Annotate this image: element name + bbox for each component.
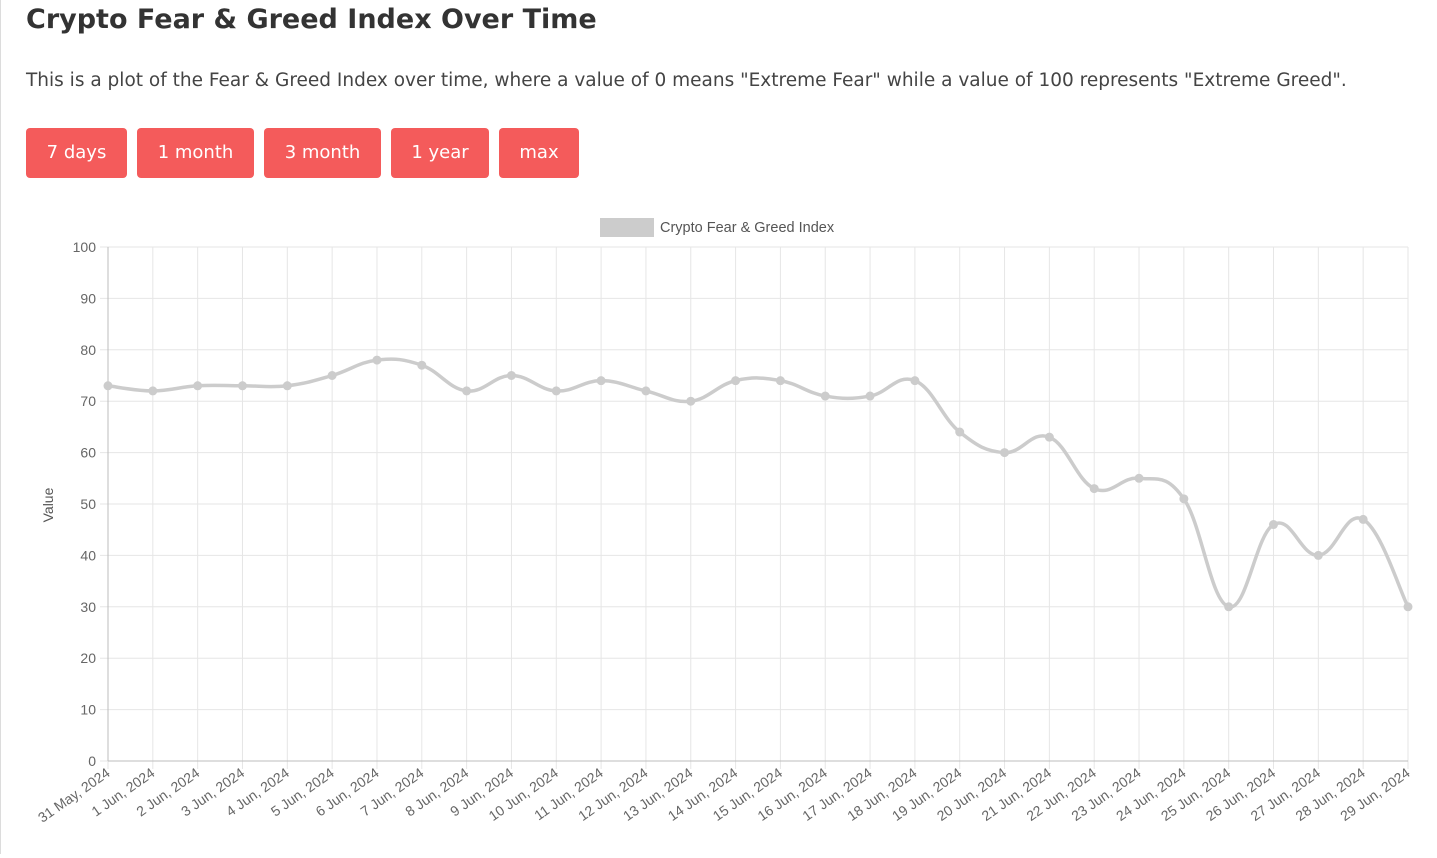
data-point[interactable] — [910, 376, 920, 386]
data-point[interactable] — [1089, 484, 1099, 494]
y-axis-title: Value — [40, 487, 56, 522]
chart-legend[interactable]: Crypto Fear & Greed Index — [600, 218, 835, 237]
range-max-button[interactable]: max — [499, 128, 579, 178]
data-point[interactable] — [955, 427, 965, 437]
page-left-border — [0, 0, 1, 854]
data-point[interactable] — [1358, 514, 1368, 524]
data-point[interactable] — [1403, 602, 1413, 612]
data-point[interactable] — [193, 381, 203, 391]
data-point[interactable] — [551, 386, 561, 396]
page-description: This is a plot of the Fear & Greed Index… — [26, 70, 1347, 91]
y-tick-label: 40 — [80, 547, 96, 563]
data-point[interactable] — [1134, 473, 1144, 483]
data-point[interactable] — [282, 381, 292, 391]
range-1-year-button[interactable]: 1 year — [391, 128, 489, 178]
data-point[interactable] — [1044, 432, 1054, 442]
y-tick-label: 70 — [80, 393, 96, 409]
legend-label[interactable]: Crypto Fear & Greed Index — [660, 220, 835, 236]
y-tick-label: 100 — [73, 239, 97, 255]
range-7-days-button[interactable]: 7 days — [26, 128, 127, 178]
legend-swatch[interactable] — [600, 218, 654, 237]
data-point[interactable] — [775, 376, 785, 386]
y-tick-label: 20 — [80, 650, 96, 666]
page-title: Crypto Fear & Greed Index Over Time — [26, 4, 597, 35]
chart-series — [103, 355, 1413, 612]
data-point[interactable] — [596, 376, 606, 386]
data-point[interactable] — [148, 386, 158, 396]
data-point[interactable] — [237, 381, 247, 391]
data-point[interactable] — [1224, 602, 1234, 612]
data-point[interactable] — [417, 360, 427, 370]
chart-container: 0 10 20 30 40 50 60 70 80 90 100 31 May, 2024 1 Jun,… — [0, 205, 1437, 854]
range-1-month-button[interactable]: 1 month — [137, 128, 254, 178]
data-point[interactable] — [1269, 520, 1279, 530]
data-point[interactable] — [731, 376, 741, 386]
data-point[interactable] — [462, 386, 472, 396]
y-tick-label: 10 — [80, 702, 96, 718]
data-point[interactable] — [1313, 550, 1323, 560]
data-point[interactable] — [641, 386, 651, 396]
data-point[interactable] — [103, 381, 113, 391]
data-point[interactable] — [327, 371, 337, 380]
y-tick-label: 80 — [80, 342, 96, 358]
y-tick-label: 50 — [80, 496, 96, 512]
y-tick-label: 0 — [88, 753, 96, 769]
data-point[interactable] — [1179, 494, 1189, 504]
data-point[interactable] — [1000, 448, 1010, 458]
data-point[interactable] — [506, 371, 516, 380]
data-point[interactable] — [372, 355, 382, 365]
data-point[interactable] — [686, 396, 696, 406]
data-point[interactable] — [820, 391, 830, 401]
y-tick-label: 90 — [80, 290, 96, 306]
series-line — [107, 357, 1410, 609]
range-3-month-button[interactable]: 3 month — [264, 128, 381, 178]
data-point[interactable] — [865, 391, 875, 401]
y-tick-label: 60 — [80, 445, 96, 461]
chart-grid — [100, 246, 1409, 769]
y-tick-label: 30 — [80, 599, 96, 615]
